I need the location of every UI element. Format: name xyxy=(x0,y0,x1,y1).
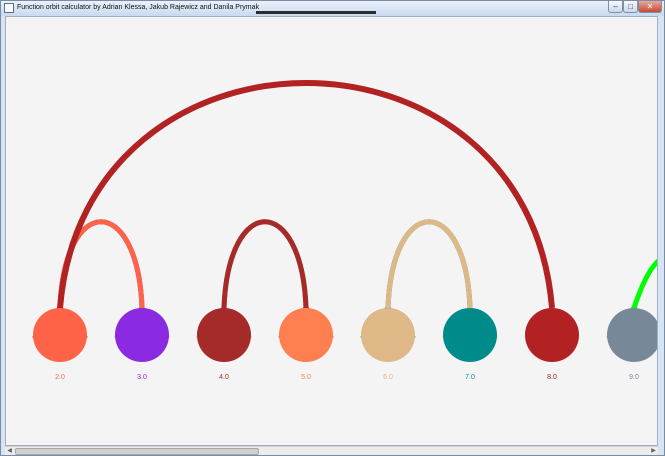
arrow-5-0-to-4-0 xyxy=(221,219,309,309)
node-label-9-0: 9.0 xyxy=(629,374,639,381)
node-7-0 xyxy=(443,308,497,362)
node-label-5-0: 5.0 xyxy=(301,374,311,381)
node-4-0 xyxy=(197,308,251,362)
node-6-0 xyxy=(361,308,415,362)
node-label-7-0: 7.0 xyxy=(465,374,475,381)
arrow-7-0-to-6-0 xyxy=(385,219,473,309)
window-title: Function orbit calculator by Adrian Kles… xyxy=(17,4,260,11)
node-5-0 xyxy=(279,308,333,362)
node-label-2-0: 2.0 xyxy=(55,374,65,381)
orbit-graph: 2.0 3.0 4.0 5.0 6.0 7.0 8.0 9.0 xyxy=(32,80,657,381)
node-label-8-0: 8.0 xyxy=(547,374,557,381)
node-9-0 xyxy=(607,308,657,362)
node-3-0 xyxy=(115,308,169,362)
close-button[interactable]: ✕ xyxy=(638,1,662,13)
scroll-thumb[interactable] xyxy=(15,448,259,455)
horizontal-scrollbar[interactable]: ◀ ▶ xyxy=(5,446,658,455)
maximize-button[interactable]: □ xyxy=(623,1,638,13)
scroll-left-arrow[interactable]: ◀ xyxy=(7,448,12,454)
node-2-0 xyxy=(33,308,87,362)
arrow-6-0-to-7-0 xyxy=(385,219,473,309)
arrow-3-0-to-2-0 xyxy=(57,219,145,309)
app-icon xyxy=(4,3,14,13)
arrow-4-0-to-5-0 xyxy=(221,219,309,309)
orbit-canvas: 2.0 3.0 4.0 5.0 6.0 7.0 8.0 9.0 xyxy=(5,16,658,446)
node-label-4-0: 4.0 xyxy=(219,374,229,381)
title-bar-glare xyxy=(256,11,376,14)
arrow-offscreen-to-9-0 xyxy=(631,258,657,309)
scroll-right-arrow[interactable]: ▶ xyxy=(651,448,656,454)
node-label-3-0: 3.0 xyxy=(137,374,147,381)
title-bar[interactable]: Function orbit calculator by Adrian Kles… xyxy=(1,1,664,16)
minimize-button[interactable]: – xyxy=(608,1,623,13)
arrow-8-0-to-2-0 xyxy=(57,80,555,309)
arrow-2-0-to-3-0 xyxy=(57,219,145,309)
node-label-6-0: 6.0 xyxy=(383,374,393,381)
node-8-0 xyxy=(525,308,579,362)
